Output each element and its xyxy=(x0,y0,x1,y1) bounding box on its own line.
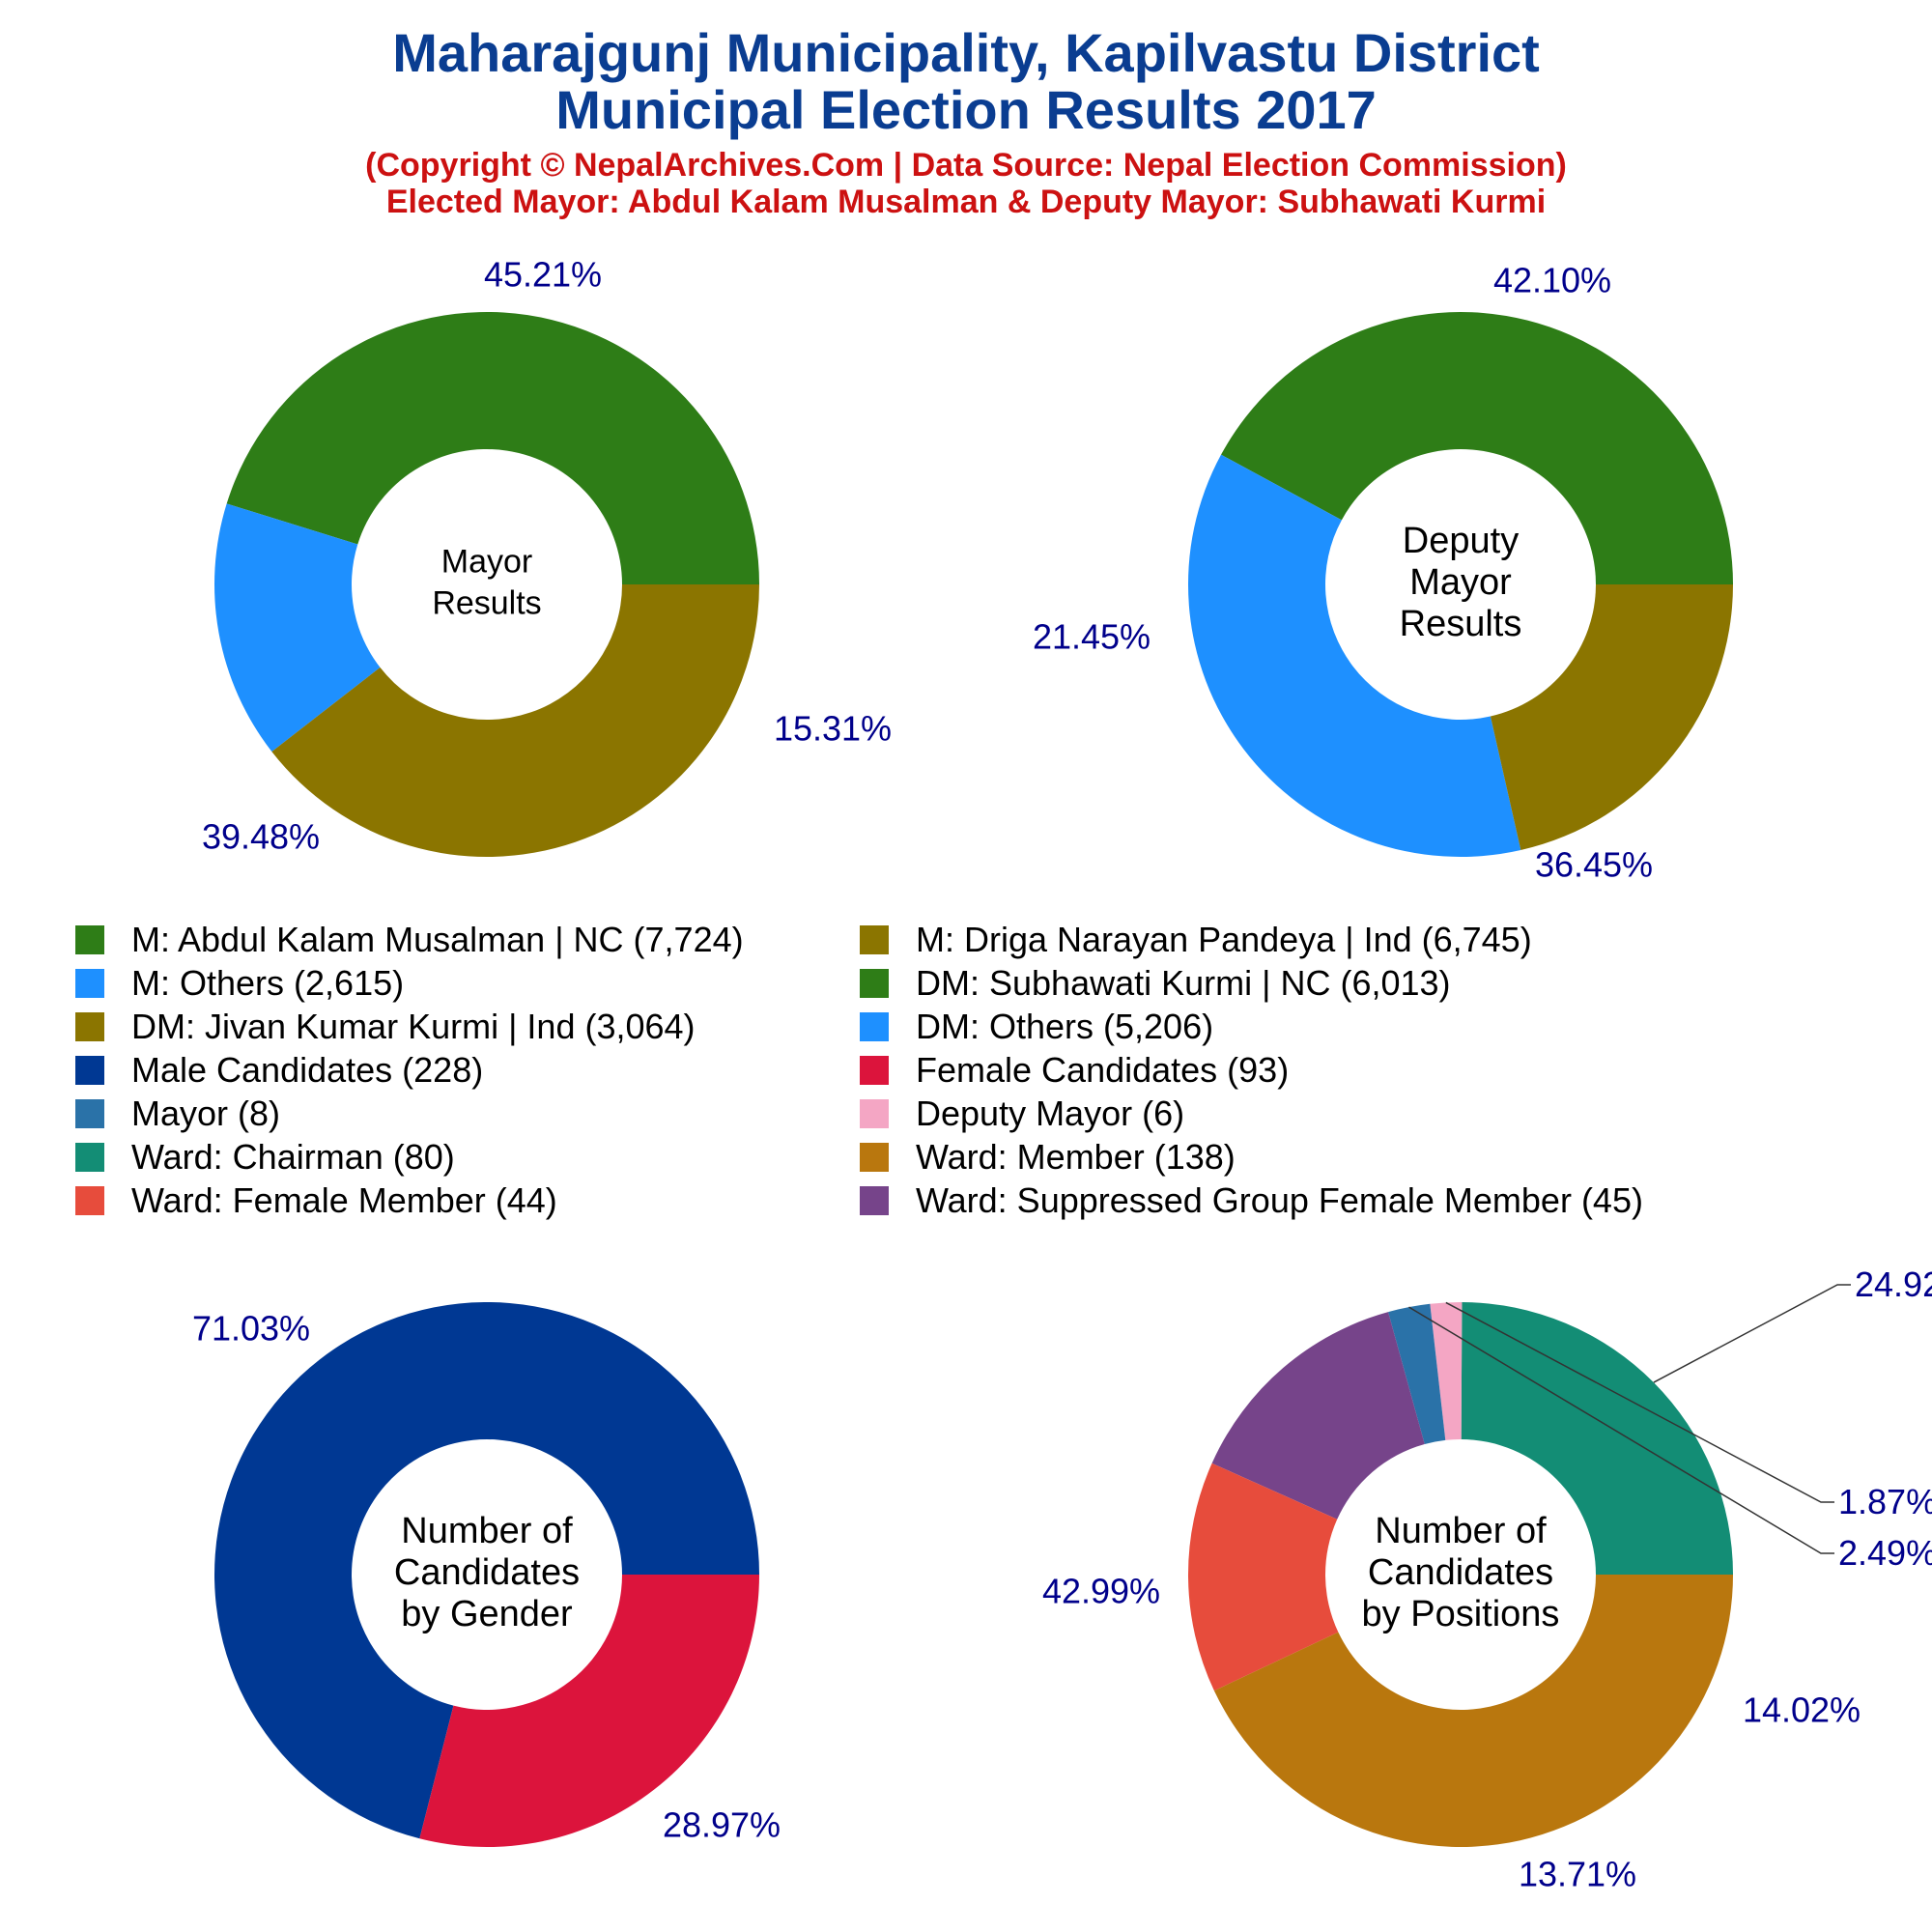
legend-item: M: Driga Narayan Pandeya | Ind (6,745) xyxy=(860,918,1532,961)
legend-swatch xyxy=(75,1142,104,1172)
pie-slice xyxy=(1430,1302,1463,1440)
pie-slice xyxy=(1213,1575,1733,1847)
pie-slice xyxy=(271,584,759,858)
legend-swatch xyxy=(75,1055,104,1085)
percent-label: 14.02% xyxy=(1743,1690,1861,1730)
legend-label: Ward: Member (138) xyxy=(916,1136,1236,1177)
legend-item: DM: Subhawati Kurmi | NC (6,013) xyxy=(860,961,1451,1005)
legend-item: Mayor (8) xyxy=(75,1092,280,1135)
legend-swatch xyxy=(860,1185,889,1215)
legend-label: Mayor (8) xyxy=(131,1093,281,1133)
legend-item: DM: Jivan Kumar Kurmi | Ind (3,064) xyxy=(75,1005,696,1048)
center-label: Mayor xyxy=(1409,562,1512,603)
percent-label: 39.48% xyxy=(202,817,320,857)
leader-line xyxy=(1445,1301,1834,1503)
percent-label: 45.21% xyxy=(484,255,602,295)
percent-label: 71.03% xyxy=(192,1309,310,1349)
pie-slice xyxy=(214,1301,760,1839)
legend-label: M: Others (2,615) xyxy=(131,962,405,1003)
legend-item: Male Candidates (228) xyxy=(75,1048,483,1092)
center-label: by Gender xyxy=(401,1594,573,1634)
leader-line xyxy=(1653,1284,1851,1383)
center-label: Number of xyxy=(1375,1511,1547,1551)
percent-label: 36.45% xyxy=(1535,845,1653,885)
legend-label: Deputy Mayor (6) xyxy=(916,1093,1185,1133)
pie-slice xyxy=(1461,1302,1733,1575)
legend-item: M: Others (2,615) xyxy=(75,961,404,1005)
legend-item: Female Candidates (93) xyxy=(860,1048,1289,1092)
legend-swatch xyxy=(75,924,104,954)
pie-slice xyxy=(1211,1312,1425,1520)
pie-slice xyxy=(1188,1463,1339,1691)
legend-swatch xyxy=(860,924,889,954)
center-label: Deputy xyxy=(1403,521,1519,561)
legend-swatch xyxy=(75,1011,104,1041)
title-line-1: Maharajgunj Municipality, Kapilvastu Dis… xyxy=(392,22,1540,83)
pie-slice xyxy=(226,312,760,584)
legend-label: DM: Others (5,206) xyxy=(916,1006,1214,1046)
percent-label: 15.31% xyxy=(774,709,892,749)
legend-swatch xyxy=(860,1142,889,1172)
legend-swatch xyxy=(860,968,889,998)
legend-label: DM: Jivan Kumar Kurmi | Ind (3,064) xyxy=(131,1006,696,1046)
center-label: by Positions xyxy=(1362,1594,1560,1634)
percent-label: 28.97% xyxy=(663,1805,781,1845)
center-label: Number of xyxy=(401,1511,573,1551)
percent-label: 42.10% xyxy=(1493,261,1611,300)
legend-item: M: Abdul Kalam Musalman | NC (7,724) xyxy=(75,918,744,961)
pie-slice xyxy=(214,503,381,753)
center-label: Mayor xyxy=(441,543,532,580)
percent-label: 13.71% xyxy=(1519,1855,1636,1894)
legend-item: Ward: Member (138) xyxy=(860,1135,1236,1179)
legend-label: Female Candidates (93) xyxy=(916,1049,1290,1090)
legend-swatch xyxy=(75,968,104,998)
leader-line xyxy=(1408,1306,1834,1554)
legend-label: Ward: Chairman (80) xyxy=(131,1136,455,1177)
pie-slice xyxy=(1221,311,1733,584)
subtitle-line-2: Elected Mayor: Abdul Kalam Musalman & De… xyxy=(385,184,1547,220)
legend-label: Ward: Female Member (44) xyxy=(131,1179,557,1220)
pie-slice xyxy=(1388,1303,1446,1445)
legend-item: Ward: Chairman (80) xyxy=(75,1135,455,1179)
legend-label: DM: Subhawati Kurmi | NC (6,013) xyxy=(916,962,1451,1003)
legend-swatch xyxy=(860,1098,889,1128)
percent-label: 42.99% xyxy=(1042,1572,1160,1611)
legend-swatch xyxy=(75,1098,104,1128)
legend-swatch xyxy=(75,1185,104,1215)
center-label: Results xyxy=(432,584,541,621)
percent-label: 24.92% xyxy=(1855,1264,1932,1304)
legend-swatch xyxy=(860,1055,889,1085)
legend-item: Deputy Mayor (6) xyxy=(860,1092,1184,1135)
pie-slice xyxy=(1188,454,1521,857)
pie-slice xyxy=(419,1575,759,1847)
legend-item: Ward: Suppressed Group Female Member (45… xyxy=(860,1179,1643,1222)
legend-item: Ward: Female Member (44) xyxy=(75,1179,557,1222)
legend-label: Ward: Suppressed Group Female Member (45… xyxy=(916,1179,1643,1220)
legend-label: M: Abdul Kalam Musalman | NC (7,724) xyxy=(131,919,744,959)
center-label: Candidates xyxy=(394,1552,580,1593)
legend-swatch xyxy=(860,1011,889,1041)
center-label: Results xyxy=(1400,604,1522,644)
legend-label: Male Candidates (228) xyxy=(131,1049,484,1090)
percent-label: 21.45% xyxy=(1033,617,1151,657)
center-label: Candidates xyxy=(1368,1552,1553,1593)
title-line-2: Municipal Election Results 2017 xyxy=(555,79,1377,140)
percent-label: 2.49% xyxy=(1838,1533,1932,1573)
legend-label: M: Driga Narayan Pandeya | Ind (6,745) xyxy=(916,919,1532,959)
legend-item: DM: Others (5,206) xyxy=(860,1005,1213,1048)
pie-slice xyxy=(1490,584,1733,851)
subtitle-line-1: (Copyright © NepalArchives.Com | Data So… xyxy=(365,147,1567,184)
percent-label: 1.87% xyxy=(1838,1482,1932,1521)
